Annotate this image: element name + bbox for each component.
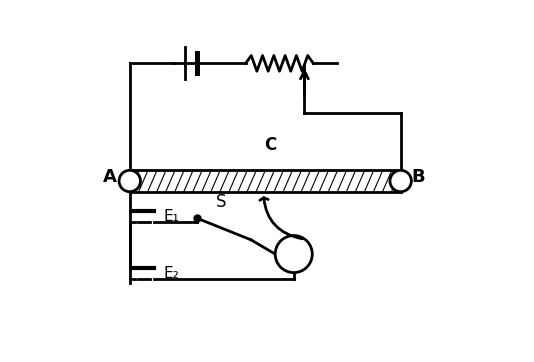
Circle shape <box>119 170 140 192</box>
Circle shape <box>390 170 411 192</box>
Text: A: A <box>103 168 117 186</box>
Circle shape <box>275 236 312 273</box>
Text: B: B <box>411 168 425 186</box>
FancyArrowPatch shape <box>260 198 302 239</box>
Text: S: S <box>215 193 226 211</box>
Text: G: G <box>287 247 300 262</box>
Text: E₂: E₂ <box>163 266 179 281</box>
Text: C: C <box>264 136 277 154</box>
Bar <box>130 170 400 192</box>
Text: E₁: E₁ <box>163 209 179 224</box>
